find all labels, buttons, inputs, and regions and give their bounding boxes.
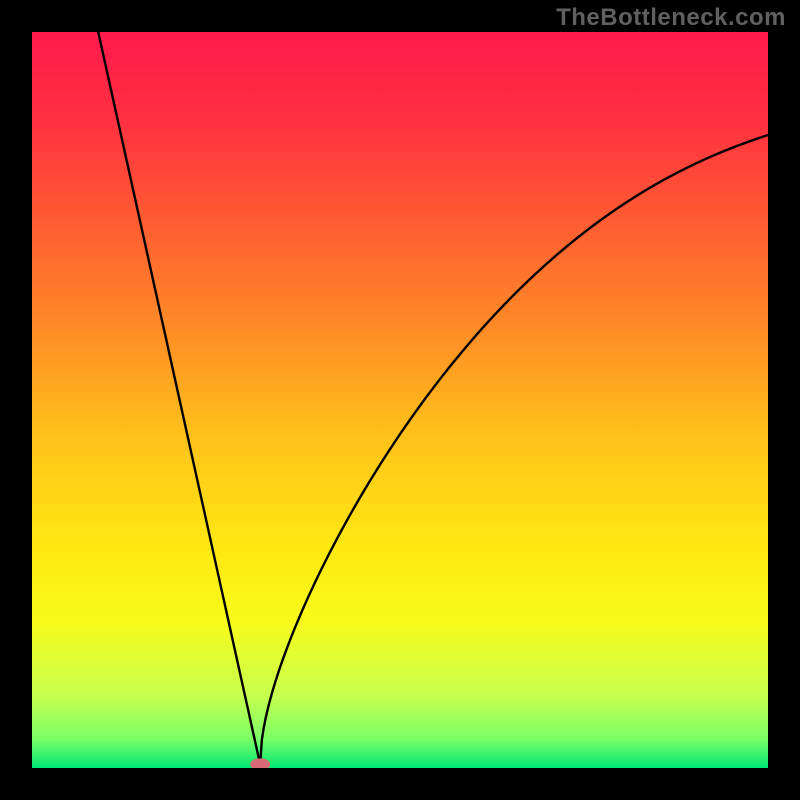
chart-plot-background [32,32,768,768]
chart-svg [0,0,800,800]
bottleneck-chart: TheBottleneck.com [0,0,800,800]
watermark-text: TheBottleneck.com [556,4,786,32]
